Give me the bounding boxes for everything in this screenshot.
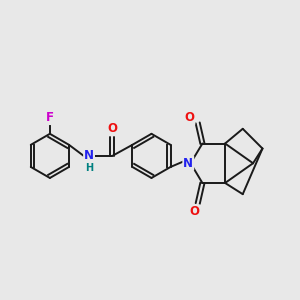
Text: O: O [190, 205, 200, 218]
Text: N: N [84, 149, 94, 162]
Text: O: O [184, 111, 194, 124]
Text: F: F [46, 111, 54, 124]
Text: N: N [183, 157, 193, 170]
Text: H: H [85, 163, 93, 173]
Text: O: O [107, 122, 117, 135]
